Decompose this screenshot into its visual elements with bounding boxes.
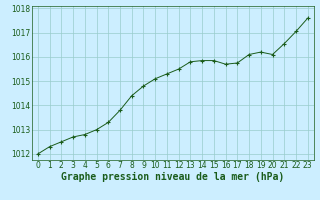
X-axis label: Graphe pression niveau de la mer (hPa): Graphe pression niveau de la mer (hPa) bbox=[61, 172, 284, 182]
